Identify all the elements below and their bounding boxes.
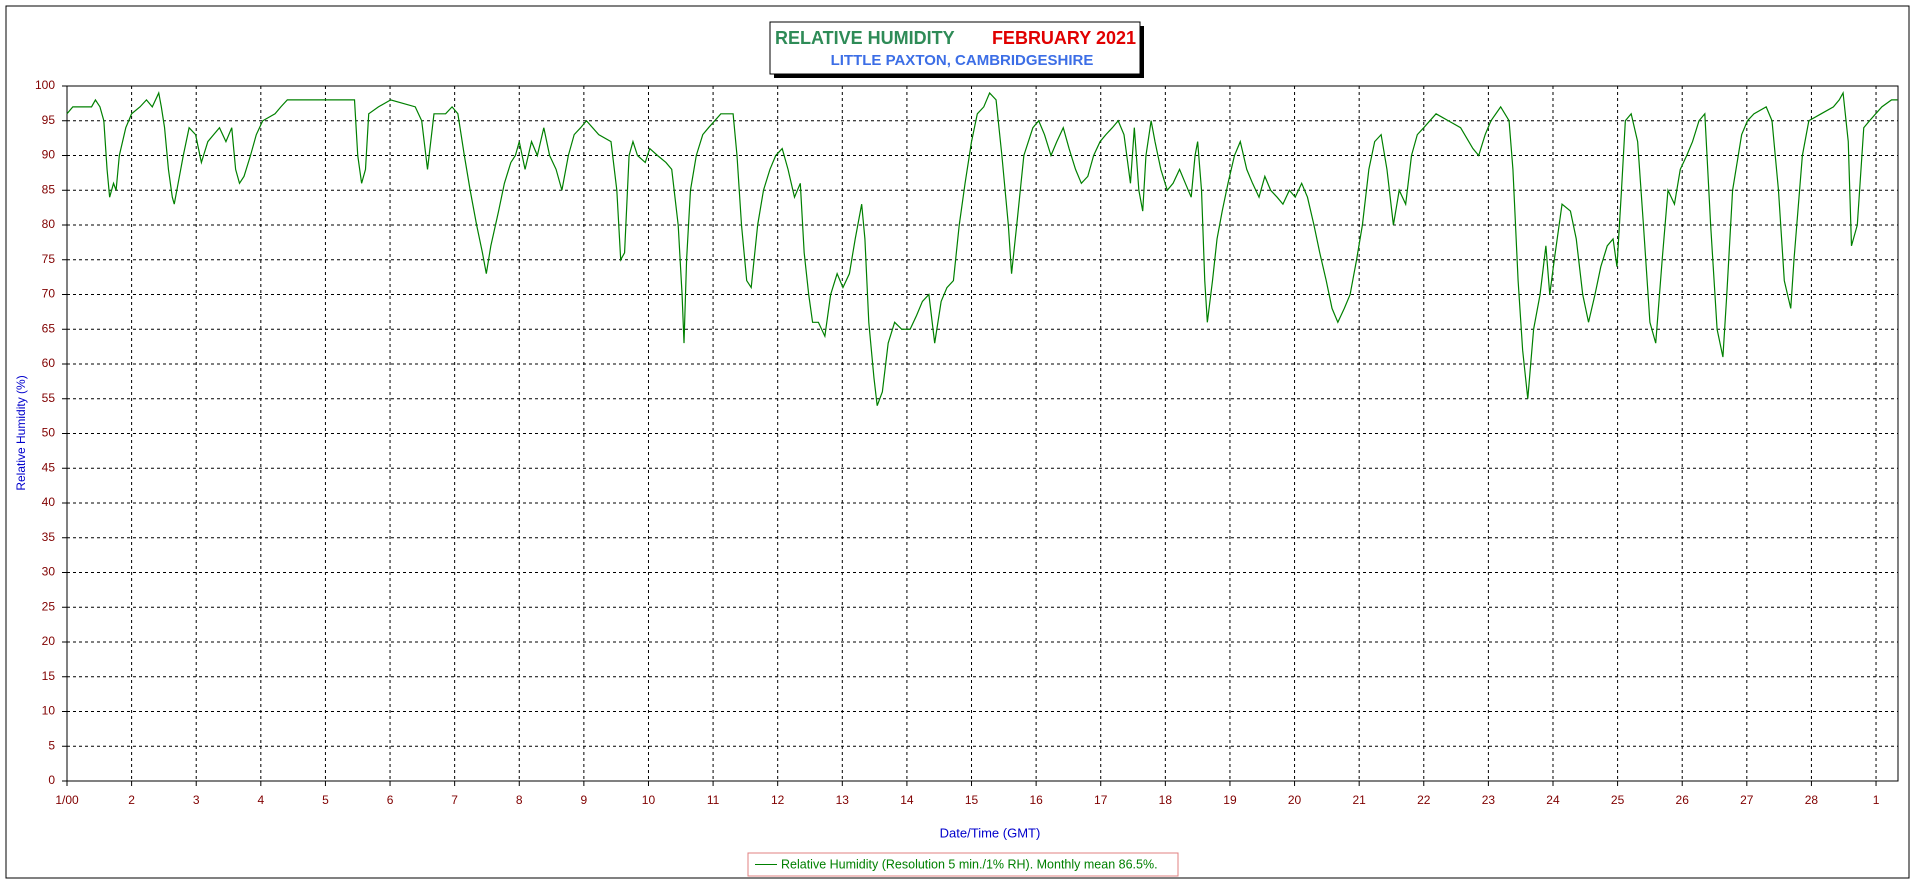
y-tick-label: 15 [42,669,56,683]
x-tick-label: 26 [1676,793,1690,807]
x-tick-label: 7 [451,793,458,807]
y-tick-label: 65 [42,321,56,335]
x-tick-label: 1/00 [55,793,79,807]
y-tick-label: 5 [48,738,55,752]
x-tick-label: 25 [1611,793,1625,807]
x-tick-label: 13 [836,793,850,807]
x-tick-label: 10 [642,793,656,807]
x-tick-label: 9 [581,793,588,807]
x-tick-label: 5 [322,793,329,807]
x-tick-label: 6 [387,793,394,807]
x-tick-label: 15 [965,793,979,807]
y-tick-label: 0 [48,773,55,787]
x-tick-label: 1 [1873,793,1880,807]
x-tick-label: 24 [1546,793,1560,807]
legend [747,852,1179,877]
x-tick-label: 2 [128,793,135,807]
title-box [769,21,1141,75]
y-tick-label: 90 [42,148,56,162]
x-tick-label: 17 [1094,793,1108,807]
x-tick-label: 4 [257,793,264,807]
y-tick-label: 35 [42,530,56,544]
x-tick-label: 20 [1288,793,1302,807]
y-tick-label: 40 [42,495,56,509]
frame [5,5,1910,879]
y-tick-label: 50 [42,426,56,440]
x-tick-label: 21 [1352,793,1366,807]
x-tick-label: 23 [1482,793,1496,807]
y-axis-label: Relative Humidity (%) [14,375,28,490]
x-tick-label: 28 [1805,793,1819,807]
x-tick-label: 27 [1740,793,1754,807]
x-tick-label: 8 [516,793,523,807]
x-tick-label: 16 [1029,793,1043,807]
data-line [66,90,1898,406]
y-tick-label: 55 [42,391,56,405]
chart-title: RELATIVE HUMIDITY [775,28,955,48]
x-tick-label: 18 [1159,793,1173,807]
y-tick-label: 95 [42,113,56,127]
y-tick-label: 85 [42,182,56,196]
x-tick-label: 3 [193,793,200,807]
x-axis-label: Date/Time (GMT) [940,825,1041,840]
x-tick-label: 11 [707,793,720,807]
x-tick-label: 12 [771,793,785,807]
y-tick-label: 20 [42,634,56,648]
y-tick-label: 10 [42,704,56,718]
chart-period: FEBRUARY 2021 [992,28,1136,48]
chart-subtitle: LITTLE PAXTON, CAMBRIDGESHIRE [831,52,1094,69]
y-tick-label: 30 [42,565,56,579]
x-tick-label: 14 [900,793,914,807]
y-tick-label: 100 [35,78,55,92]
y-tick-label: 70 [42,287,56,301]
x-tick-label: 19 [1223,793,1237,807]
plot-area [66,85,1899,782]
y-tick-label: 75 [42,252,56,266]
legend-label: Relative Humidity (Resolution 5 min./1% … [781,857,1158,871]
y-tick-label: 45 [42,460,56,474]
y-tick-label: 60 [42,356,56,370]
y-tick-label: 80 [42,217,56,231]
y-tick-label: 25 [42,599,56,613]
x-tick-label: 22 [1417,793,1431,807]
